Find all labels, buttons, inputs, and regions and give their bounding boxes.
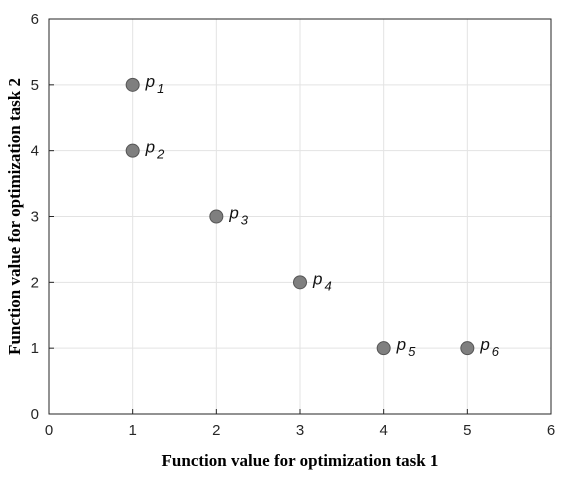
y-tick-label: 4 (31, 143, 39, 160)
x-tick-label: 0 (45, 422, 53, 439)
point-label-letter: p (228, 204, 238, 223)
y-tick-label: 1 (31, 340, 39, 357)
point-label-letter: p (145, 72, 155, 91)
point-label-letter: p (312, 269, 322, 288)
data-point (376, 341, 391, 356)
point-label-letter: p (479, 335, 489, 354)
point-layer: p 1p 2p 3p 4p 5 p 6 (125, 72, 500, 359)
data-point (125, 77, 140, 92)
x-tick-label: 2 (212, 422, 220, 439)
tick-layer: 0 1 2 3 4 5 6 0 1 2 3 4 5 6 (31, 11, 556, 439)
point-label-subscript: 6 (492, 344, 500, 359)
point-label-subscript: 2 (156, 147, 165, 162)
data-point (460, 341, 475, 356)
x-tick-label: 3 (296, 422, 304, 439)
y-tick-label: 5 (31, 77, 39, 94)
point-label-subscript: 5 (408, 344, 416, 359)
point-label-subscript: 3 (241, 213, 249, 228)
point-label-subscript: 1 (157, 81, 164, 96)
x-tick-label: 1 (128, 422, 136, 439)
x-tick-label: 6 (547, 422, 555, 439)
x-tick-label: 4 (379, 422, 387, 439)
y-tick-label: 6 (31, 11, 39, 28)
point-label-letter: p (396, 335, 406, 354)
grid-layer (48, 18, 552, 415)
x-tick-label: 5 (463, 422, 471, 439)
y-tick-label: 0 (31, 406, 39, 423)
y-tick-label: 2 (31, 274, 39, 291)
y-axis-title: Function value for optimization task 2 (5, 78, 24, 355)
point-label-letter: p (145, 138, 155, 157)
x-axis-title: Function value for optimization task 1 (162, 451, 439, 470)
y-tick-label: 3 (31, 209, 39, 226)
data-point (209, 209, 224, 224)
point-label-subscript: 4 (324, 278, 331, 293)
data-point (293, 275, 307, 290)
data-point (125, 143, 140, 158)
